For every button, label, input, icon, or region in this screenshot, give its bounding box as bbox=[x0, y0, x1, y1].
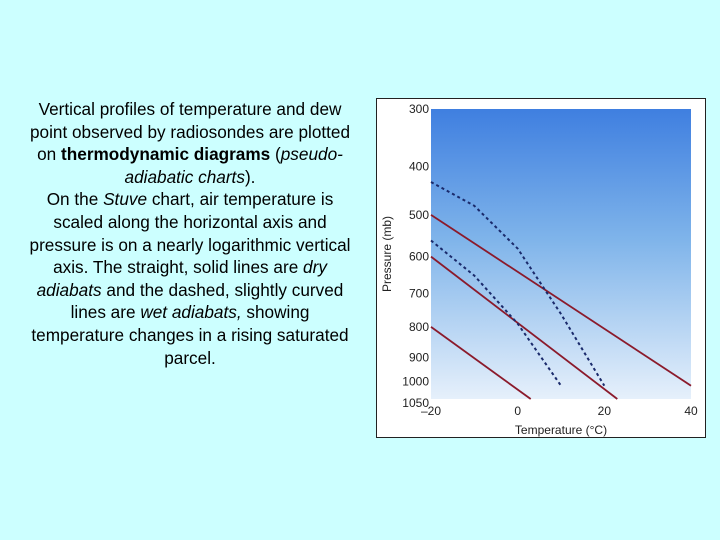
x-tick-label: –20 bbox=[421, 404, 441, 418]
x-axis-ticks: –20 0 20 40 bbox=[421, 404, 698, 418]
y-tick-label: 400 bbox=[409, 160, 429, 174]
y-axis-label: Pressure (mb) bbox=[380, 216, 394, 292]
y-tick-label: 800 bbox=[409, 320, 429, 334]
caption-dashed-text: and the dashed, slightly curved lines ar… bbox=[70, 279, 344, 323]
plot-area bbox=[431, 109, 691, 399]
x-tick-label: 40 bbox=[684, 404, 698, 418]
caption-paragraph-2: On the Stuve chart, air temperature is s… bbox=[22, 188, 358, 369]
caption-open-paren: ( bbox=[275, 144, 281, 165]
y-tick-label: 1000 bbox=[402, 375, 429, 389]
y-tick-label: 700 bbox=[409, 287, 429, 301]
x-tick-label: 0 bbox=[514, 404, 521, 418]
caption-dry-adiabats: dry adiabats bbox=[36, 257, 327, 300]
y-tick-label: 900 bbox=[409, 350, 429, 364]
stuve-chart-figure: 300 400 500 600 700 800 900 1000 1050 –20 0 20 40 P… bbox=[376, 98, 706, 438]
caption-close-paren: ). bbox=[244, 166, 256, 187]
caption-italic-term: pseudo-adiabatic charts bbox=[124, 144, 343, 187]
caption-paragraph-1: Vertical profiles of temperature and dew… bbox=[22, 98, 358, 188]
y-tick-label: 500 bbox=[409, 208, 429, 222]
caption-text: Vertical profiles of temperature and dew… bbox=[22, 98, 358, 369]
x-axis-label: Temperature (°C) bbox=[515, 423, 607, 437]
dry-adiabat-line bbox=[430, 214, 692, 387]
y-tick-label: 600 bbox=[409, 250, 429, 264]
dry-adiabat-line bbox=[430, 326, 532, 400]
caption-wet-adiabats: wet adiabats, bbox=[140, 302, 242, 323]
caption-bold-term: thermodynamic diagrams bbox=[61, 144, 271, 165]
dry-adiabat-line bbox=[430, 255, 618, 400]
y-tick-label: 300 bbox=[409, 102, 429, 116]
wet-adiabat-line bbox=[430, 181, 606, 387]
caption-stuve-prefix: On the bbox=[46, 189, 99, 210]
adiabat-lines bbox=[430, 181, 692, 400]
y-tick-label: 1050 bbox=[402, 396, 429, 410]
caption-intro: Vertical profiles of temperature and dew… bbox=[29, 99, 351, 165]
x-tick-label: 20 bbox=[598, 404, 612, 418]
caption-stuve-italic: Stuve bbox=[103, 189, 148, 210]
y-axis-ticks: 300 400 500 600 700 800 900 1000 1050 bbox=[402, 102, 429, 410]
stuve-chart: 300 400 500 600 700 800 900 1000 1050 –20 0 20 40 P… bbox=[380, 102, 698, 437]
caption-stuve-rest: chart, air temperature is scaled along t… bbox=[29, 189, 351, 278]
caption-final-text: showing temperature changes in a rising … bbox=[31, 302, 349, 368]
wet-adiabat-line bbox=[430, 239, 562, 387]
